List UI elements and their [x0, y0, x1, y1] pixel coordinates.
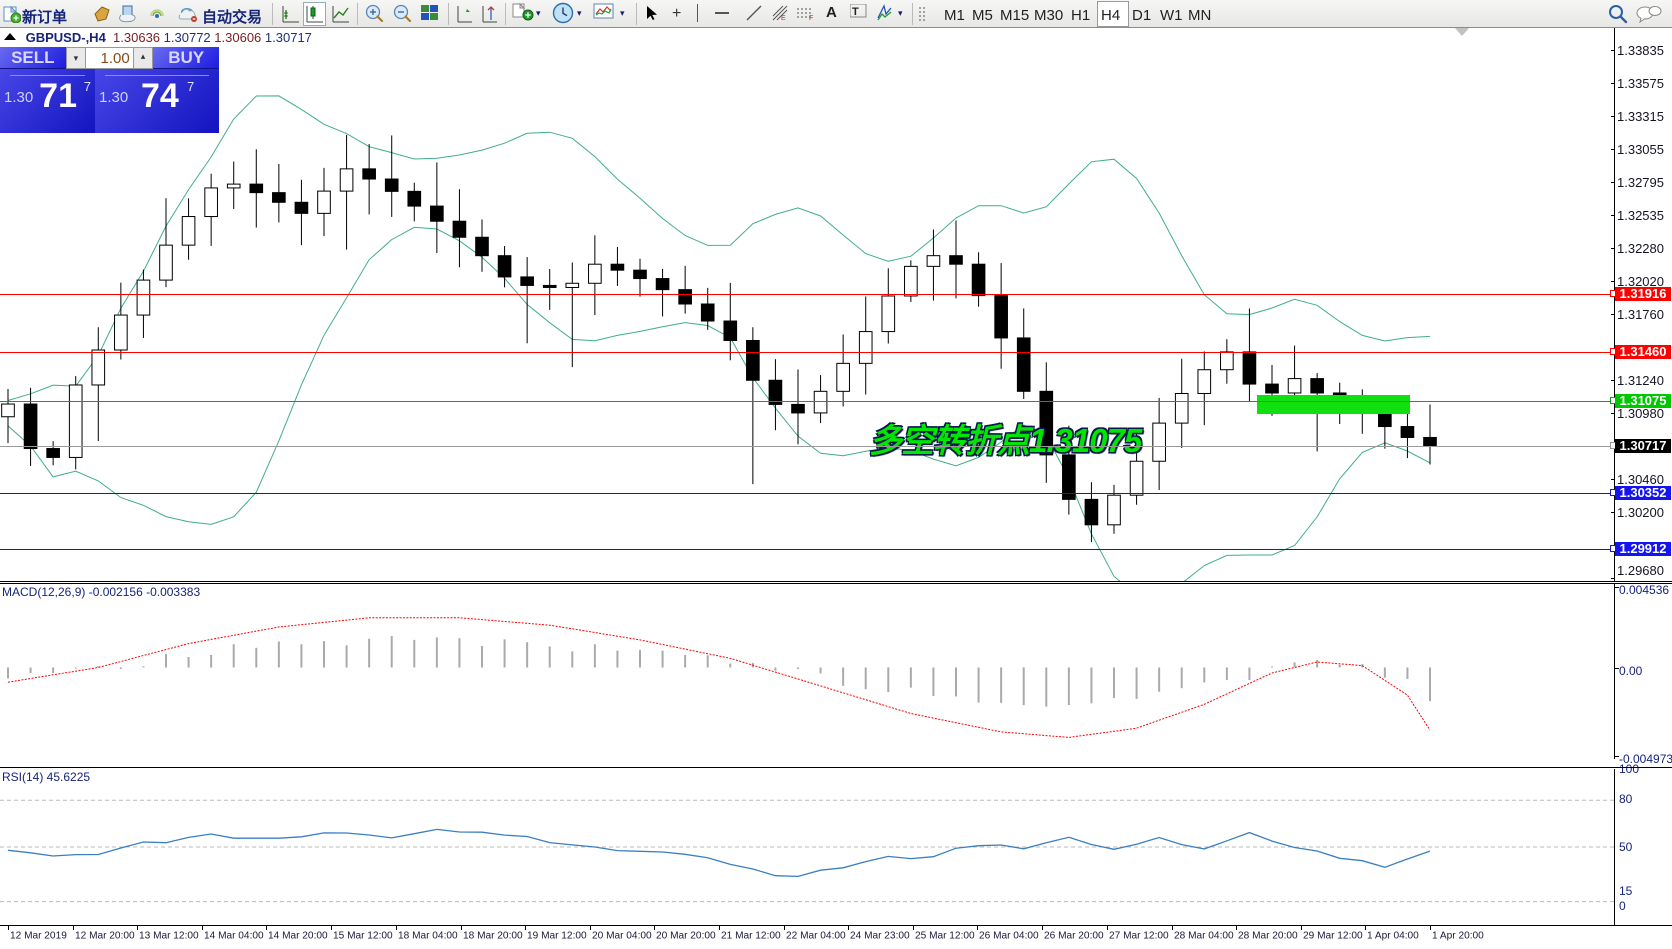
svg-text:F: F: [809, 15, 813, 20]
svg-text:T: T: [852, 6, 859, 18]
svg-text:E: E: [781, 15, 786, 22]
